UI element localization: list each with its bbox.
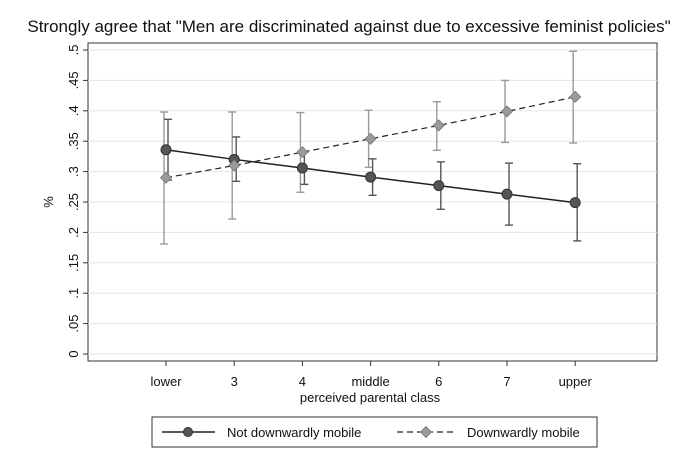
data-point-not-downwardly-mobile-4	[433, 180, 445, 192]
y-tick-label-2: .1	[66, 288, 81, 299]
x-tick-label-5: 7	[503, 374, 510, 389]
chart-title: Strongly agree that "Men are discriminat…	[27, 17, 670, 36]
data-point-downwardly-mobile-0	[159, 171, 173, 184]
y-tick-label-5: .25	[66, 193, 81, 211]
y-axis-title: %	[41, 196, 56, 208]
y-tick-label-4: .2	[66, 227, 81, 238]
x-axis-title: perceived parental class	[300, 390, 441, 405]
data-point-downwardly-mobile-5	[500, 105, 514, 118]
y-tick-label-1: .05	[66, 315, 81, 333]
data-point-not-downwardly-mobile-0	[160, 144, 172, 156]
y-tick-label-7: .35	[66, 132, 81, 150]
y-tick-label-0: 0	[66, 350, 81, 357]
x-tick-label-6: upper	[559, 374, 593, 389]
data-point-downwardly-mobile-6	[569, 90, 582, 103]
x-tick-label-1: 3	[231, 374, 238, 389]
confidence-intervals	[160, 50, 582, 245]
y-tick-label-8: .4	[66, 105, 81, 116]
data-point-not-downwardly-mobile-6	[569, 197, 581, 209]
y-tick-label-6: .3	[66, 166, 81, 177]
series-markers	[159, 90, 582, 209]
y-axis: 0 .05 .1 .15 .2 .25 .3 .35 .4 .45 .5	[66, 45, 88, 358]
data-point-not-downwardly-mobile-2	[296, 162, 308, 174]
legend-marker-downwardly-mobile	[419, 425, 433, 439]
data-point-not-downwardly-mobile-3	[365, 171, 377, 183]
legend-box	[151, 416, 598, 448]
legend-label-not-downwardly-mobile: Not downwardly mobile	[227, 425, 361, 440]
data-point-downwardly-mobile-1	[228, 159, 241, 172]
y-tick-label-10: .5	[66, 45, 81, 56]
legend-label-downwardly-mobile: Downwardly mobile	[467, 425, 580, 440]
x-tick-label-0: lower	[150, 374, 182, 389]
x-tick-label-4: 6	[435, 374, 442, 389]
data-point-downwardly-mobile-4	[432, 119, 445, 132]
legend-marker-not-downwardly-mobile	[183, 427, 193, 437]
y-tick-label-9: .45	[66, 71, 81, 89]
x-tick-label-2: 4	[299, 374, 306, 389]
data-point-downwardly-mobile-2	[296, 146, 309, 159]
data-point-downwardly-mobile-3	[364, 132, 377, 145]
y-tick-label-3: .15	[66, 254, 81, 272]
x-tick-label-3: middle	[351, 374, 389, 389]
x-axis: lower 3 4 middle 6 7 upper	[150, 361, 592, 389]
data-point-not-downwardly-mobile-5	[501, 188, 513, 200]
legend: Not downwardly mobile Downwardly mobile	[151, 416, 598, 448]
